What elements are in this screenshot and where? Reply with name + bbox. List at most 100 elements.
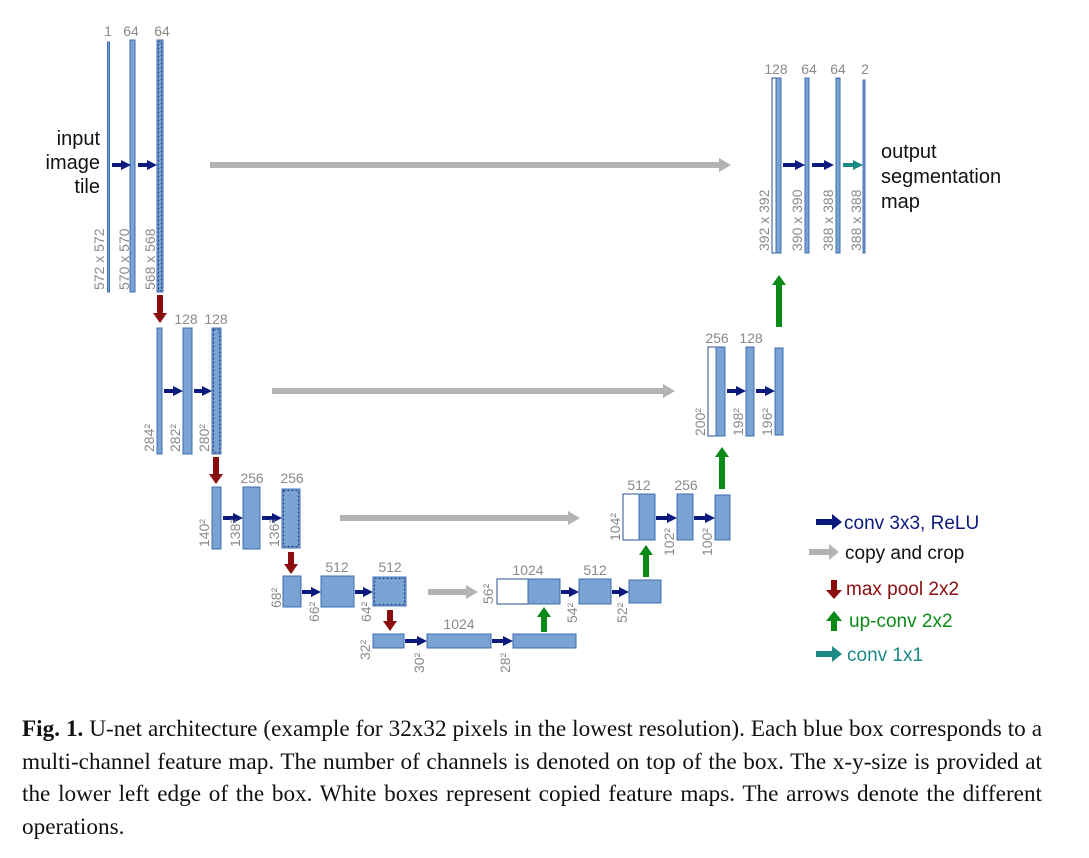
- feature-map-l3-3-crop-outline: [283, 490, 299, 547]
- legend-item-copy: copy and crop: [809, 543, 964, 564]
- size-label-l4-3: 64²: [358, 601, 374, 622]
- conv-arrow-l5-1: [405, 636, 427, 646]
- conv-arrow-l2-2: [194, 386, 212, 396]
- feature-map-l5-3: [512, 633, 577, 649]
- legend-item-upconv: up-conv 2x2: [826, 611, 953, 632]
- feature-map-u4-1: [527, 578, 561, 605]
- conv-arrow-l3-1: [223, 513, 243, 523]
- size-label-u1-3: 388 x 388: [820, 189, 836, 251]
- maxpool-arrow-l1: [153, 295, 167, 323]
- channel-label-u2-1: 256: [705, 330, 729, 346]
- conv-arrow-l5-2: [492, 636, 513, 646]
- maxpool-arrow-l2: [209, 457, 223, 484]
- upconv-arrow-u3: [715, 447, 729, 489]
- caption-text: U-net architecture (example for 32x32 pi…: [22, 716, 1042, 840]
- size-label-l1-1: 572 x 572: [91, 228, 107, 290]
- conv-arrow-u2-2: [756, 386, 775, 396]
- feature-map-l4-2: [320, 575, 355, 608]
- legend-label-maxpool: max pool 2x2: [846, 579, 959, 600]
- size-label-l5-1: 32²: [357, 639, 373, 660]
- channel-label-u4-2: 512: [583, 562, 607, 578]
- maxpool-arrow-l3: [284, 552, 298, 574]
- upconv-arrow-l5: [537, 607, 551, 632]
- conv1x1-arrow-icon: [816, 646, 842, 662]
- feature-map-l5-1: [372, 633, 405, 649]
- channel-label-u2-2: 128: [739, 330, 763, 346]
- feature-map-l5-2: [426, 633, 492, 649]
- size-label-u1-2: 390 x 390: [789, 189, 805, 251]
- conv-arrow-u3-1: [656, 513, 677, 523]
- feature-maps: [107, 39, 866, 649]
- channel-label-u4-1: 1024: [512, 562, 543, 578]
- size-label-l2-1: 284²: [141, 424, 157, 452]
- conv-arrow-l4-2: [355, 587, 373, 597]
- upconv-arrow-u2: [772, 275, 786, 327]
- channel-label-u3-2: 256: [674, 477, 698, 493]
- feature-map-u4-2: [578, 578, 612, 605]
- channel-label-l5-1: 1024: [443, 616, 474, 632]
- channel-label-l2-2: 128: [204, 311, 228, 327]
- feature-map-l1-3-crop-outline: [158, 41, 162, 291]
- feature-map-u1-2: [804, 77, 810, 254]
- copied-map-u1: [771, 77, 777, 254]
- channel-label-l3-2: 256: [280, 470, 304, 486]
- conv-arrow-u2-1: [727, 386, 746, 396]
- size-label-u4-1: 56²: [480, 583, 496, 604]
- input-label-line-1: input: [57, 128, 101, 150]
- size-label-l2-2: 282²: [167, 424, 183, 452]
- size-label-l4-2: 66²: [306, 601, 322, 622]
- legend-label-copy: copy and crop: [845, 543, 964, 564]
- upconv-arrow-u4: [639, 545, 653, 577]
- dimension-labels: 1 64 64 572 x 572 570 x 570 568 x 568 128 128 28…: [91, 23, 869, 673]
- feature-map-l4-3: [372, 576, 407, 607]
- size-label-u2-3: 196²: [759, 408, 775, 436]
- upconv-arrow-icon: [826, 611, 842, 631]
- legend: conv 3x3, ReLU copy and crop max pool 2x…: [809, 513, 979, 666]
- legend-label-upconv: up-conv 2x2: [849, 611, 953, 632]
- size-label-l2-3: 280²: [196, 424, 212, 452]
- conv-arrow-u1-1: [783, 160, 805, 170]
- conv-arrow-u1-2: [812, 160, 834, 170]
- copy-arrow-icon: [809, 544, 839, 560]
- copy-arrow-l4: [428, 585, 478, 599]
- channel-label-l1-3: 64: [154, 23, 170, 39]
- conv1x1-arrow-u1: [843, 160, 863, 170]
- size-label-u1-4: 388 x 388: [848, 189, 864, 251]
- unet-diagram: 1 64 64 572 x 572 570 x 570 568 x 568 128 128 28…: [46, 23, 1002, 673]
- feature-map-l3-1: [211, 486, 222, 550]
- channel-label-u1-4: 2: [861, 61, 869, 77]
- copy-arrows: [210, 158, 731, 599]
- channel-label-l4-1: 512: [325, 559, 349, 575]
- feature-map-l2-2: [182, 327, 193, 455]
- feature-map-l3-3: [281, 488, 301, 549]
- feature-map-l2-1: [156, 327, 163, 455]
- operation-arrows: [112, 160, 863, 646]
- copy-arrow-l1: [210, 158, 731, 172]
- channel-label-l1-1: 1: [104, 23, 112, 39]
- size-label-u3-3: 100²: [699, 528, 715, 556]
- size-label-u2-1: 200²: [692, 408, 708, 436]
- channel-label-l1-2: 64: [123, 23, 139, 39]
- conv-arrow-icon: [816, 514, 842, 530]
- channel-label-u1-2: 64: [801, 61, 817, 77]
- size-label-l5-2: 30²: [411, 652, 427, 673]
- figure-caption: Fig. 1. U-net architecture (example for …: [22, 713, 1042, 843]
- size-label-l3-1: 140²: [196, 519, 212, 547]
- conv-arrow-l4-1: [302, 587, 321, 597]
- legend-item-conv: conv 3x3, ReLU: [816, 513, 979, 534]
- legend-label-conv: conv 3x3, ReLU: [844, 513, 979, 534]
- feature-map-u1-3: [835, 77, 841, 254]
- feature-map-l1-1: [107, 41, 110, 293]
- channel-label-l3-1: 256: [240, 470, 264, 486]
- channel-label-u3-1: 512: [627, 477, 651, 493]
- maxpool-arrow-l4: [383, 610, 397, 631]
- maxpool-arrow-icon: [826, 580, 842, 599]
- feature-map-l1-2: [129, 39, 136, 293]
- feature-map-u4-3: [628, 579, 662, 604]
- channel-label-u1-1: 128: [764, 61, 788, 77]
- size-label-l4-1: 68²: [268, 587, 284, 608]
- conv-arrow-l3-2: [262, 513, 282, 523]
- size-label-u3-1: 104²: [607, 513, 623, 541]
- feature-map-u1-4: [862, 79, 866, 254]
- copy-arrow-l2: [272, 384, 675, 398]
